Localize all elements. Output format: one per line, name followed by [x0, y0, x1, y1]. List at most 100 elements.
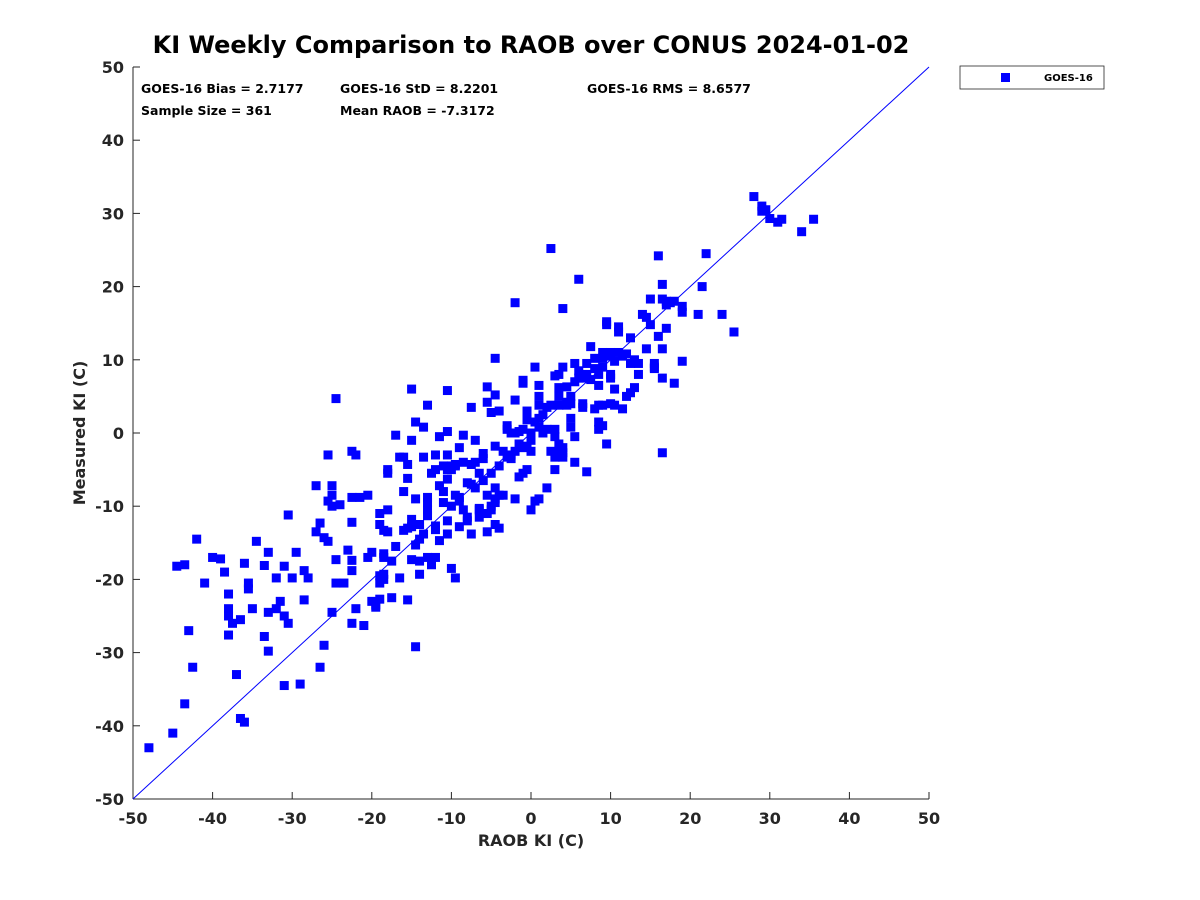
data-point [331, 555, 341, 565]
data-point [243, 584, 253, 594]
data-point [395, 573, 405, 583]
data-point [809, 214, 819, 224]
data-point [323, 536, 333, 546]
data-point [470, 435, 480, 445]
data-points [144, 192, 819, 753]
data-point [626, 388, 635, 398]
data-point [263, 547, 273, 557]
data-point [542, 483, 552, 493]
data-point [295, 679, 305, 689]
data-point [594, 380, 604, 390]
data-point [566, 413, 576, 423]
data-point [458, 505, 468, 515]
data-point [442, 474, 452, 484]
data-point [518, 424, 528, 434]
data-point [554, 400, 564, 410]
data-point [677, 301, 687, 311]
data-point [331, 394, 341, 404]
data-point [450, 461, 460, 471]
data-point [235, 615, 245, 625]
data-point [598, 400, 608, 410]
data-point [168, 728, 178, 738]
y-tick-label: -10 [95, 497, 124, 516]
data-point [626, 333, 635, 343]
data-point [633, 358, 643, 368]
data-point [454, 522, 464, 532]
data-point [220, 567, 230, 577]
data-point [192, 534, 202, 544]
data-point [355, 492, 365, 502]
data-point [391, 430, 401, 440]
data-point [598, 347, 608, 357]
data-point [375, 509, 385, 519]
data-point [566, 422, 576, 432]
data-point [466, 529, 476, 539]
data-point [570, 432, 580, 442]
data-point [403, 459, 413, 469]
data-point [558, 304, 568, 314]
data-point [224, 630, 234, 640]
stat-mean-raob: Mean RAOB = -7.3172 [340, 103, 495, 118]
data-point [415, 534, 425, 544]
data-point [299, 595, 309, 605]
data-point [283, 510, 293, 520]
x-tick-label: 20 [679, 809, 701, 828]
data-point [383, 505, 393, 515]
data-point [423, 552, 433, 562]
y-tick-label: 20 [102, 278, 124, 297]
data-point [482, 382, 492, 392]
data-point [335, 500, 345, 510]
data-point [558, 452, 568, 462]
legend-label: GOES-16 [1044, 73, 1093, 84]
data-point [311, 481, 321, 491]
data-point [347, 555, 357, 565]
data-point [200, 578, 210, 588]
data-point [407, 522, 417, 532]
data-point [649, 362, 659, 372]
data-point [323, 496, 333, 506]
data-point [657, 373, 667, 383]
data-point [566, 391, 576, 401]
data-point [598, 353, 608, 363]
data-point [458, 430, 468, 440]
data-point [423, 498, 433, 508]
data-point [582, 369, 592, 379]
data-point [351, 450, 361, 460]
data-point [470, 483, 480, 493]
data-point [657, 344, 667, 354]
data-point [546, 244, 556, 254]
data-point [598, 362, 608, 372]
data-point [586, 342, 596, 352]
x-tick-label: -50 [119, 809, 148, 828]
data-point [438, 487, 448, 497]
x-tick-label: 10 [599, 809, 621, 828]
data-point [474, 468, 484, 478]
y-tick-label: -20 [95, 570, 124, 589]
data-point [645, 294, 655, 304]
data-point [534, 380, 544, 390]
data-point [482, 527, 492, 537]
data-point [478, 448, 488, 458]
data-point [510, 395, 520, 405]
data-point [582, 467, 592, 477]
data-point [375, 520, 385, 529]
y-tick-label: -50 [95, 790, 124, 809]
data-point [546, 446, 556, 456]
data-point [423, 511, 433, 521]
data-point [574, 366, 584, 376]
data-point [598, 421, 608, 431]
data-point [279, 681, 289, 691]
data-point [462, 512, 472, 522]
data-point [438, 498, 448, 508]
data-point [446, 501, 456, 511]
data-point [761, 205, 771, 215]
data-point [458, 457, 468, 467]
data-point [434, 481, 444, 491]
data-point [415, 556, 425, 566]
data-point [478, 454, 488, 464]
data-point [454, 492, 464, 502]
data-point [327, 481, 337, 491]
data-point [482, 490, 492, 500]
data-point [566, 399, 576, 409]
y-tick-label: -40 [95, 717, 124, 736]
